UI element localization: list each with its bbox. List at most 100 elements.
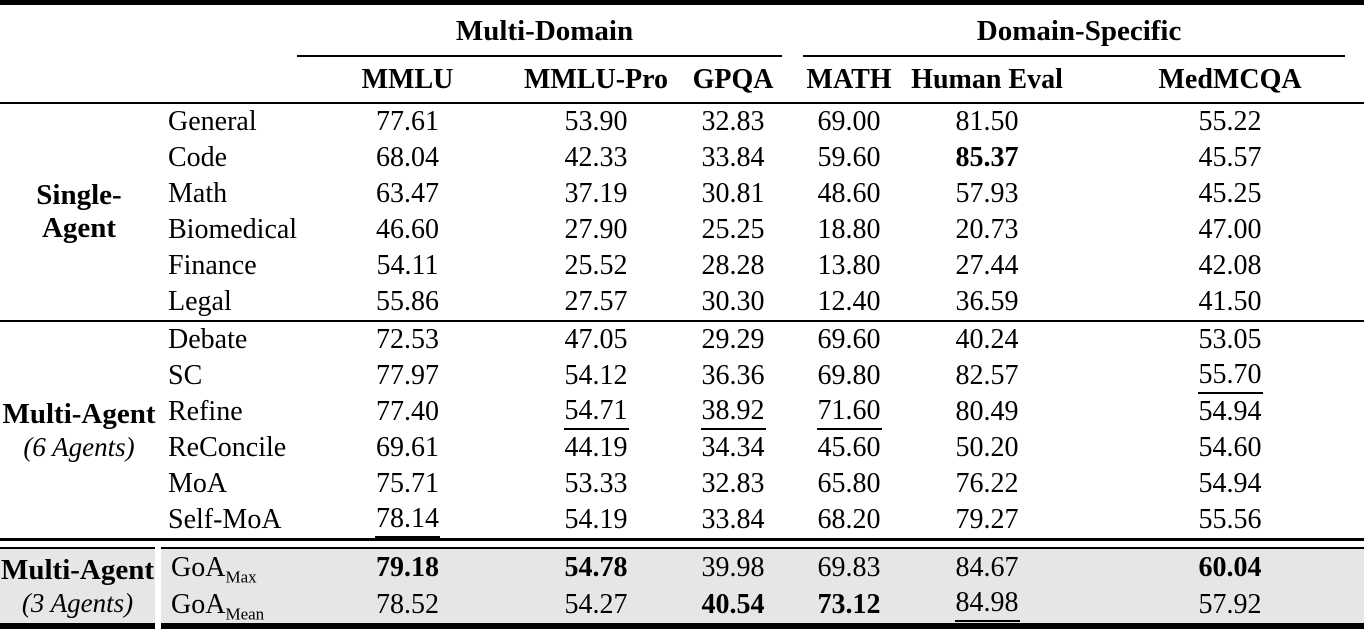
row-group-label-multi-agent-3: Multi-Agent (3 Agents)	[0, 548, 161, 626]
metric-value: 54.94	[1198, 468, 1262, 499]
metric-value: 32.83	[701, 468, 765, 499]
table-row-math: Math 63.47 37.19 30.81 48.60 57.93 45.25	[0, 176, 1364, 212]
method-label: Finance	[168, 250, 257, 281]
metric-value: 30.30	[701, 286, 765, 317]
metric-cell: 53.90	[520, 103, 672, 140]
metric-cell: 77.40	[295, 394, 520, 430]
metric-cell: 47.05	[520, 321, 672, 358]
table-row-self-moa: Self-MoA 78.14 54.19 33.84 68.20 79.27 5…	[0, 502, 1364, 540]
cmidrule	[803, 55, 1346, 57]
method-cell: MoA	[158, 466, 295, 502]
metric-cell: 84.98	[904, 586, 1071, 626]
method-cell: ReConcile	[158, 430, 295, 466]
method-cell: Legal	[158, 284, 295, 321]
metric-cell: 57.93	[904, 176, 1070, 212]
metric-value: 27.44	[955, 250, 1019, 281]
metric-value: 28.28	[701, 250, 765, 281]
metric-cell: 69.00	[794, 103, 904, 140]
cmidrule	[297, 55, 783, 57]
metric-cell: 39.98	[672, 548, 795, 586]
method-cell: GoAMean	[158, 586, 295, 626]
metric-value: 25.52	[564, 250, 628, 281]
table-row-goa-mean: GoAMean 78.52 54.27 40.54 73.12 84.98 57…	[0, 586, 1364, 626]
metric-value: 39.98	[701, 551, 765, 583]
metric-value: 65.80	[817, 468, 881, 499]
metric-value: 63.47	[376, 178, 439, 209]
table-row-refine: Refine 77.40 54.71 38.92 71.60 80.49 54.…	[0, 394, 1364, 430]
metric-value: 69.80	[817, 360, 881, 391]
metric-cell: 13.80	[794, 248, 904, 284]
col-header-mmlu: MMLU	[361, 63, 454, 95]
metric-value: 33.84	[701, 142, 765, 173]
metric-cell: 45.57	[1070, 140, 1364, 176]
metric-cell: 46.60	[295, 212, 520, 248]
metric-value: 82.57	[955, 360, 1019, 391]
method-cell: Code	[158, 140, 295, 176]
metric-value: 81.50	[955, 106, 1019, 137]
metric-value: 77.40	[376, 396, 439, 427]
metric-cell: 69.60	[794, 321, 904, 358]
method-cell: Debate	[158, 321, 295, 358]
method-label: GoA	[171, 588, 226, 620]
table-row-moa: MoA 75.71 53.33 32.83 65.80 76.22 54.94	[0, 466, 1364, 502]
metric-value: 32.83	[701, 106, 765, 137]
single-agent-block: Single-Agent General 77.61 53.90 32.83 6…	[0, 103, 1364, 321]
metric-value: 55.70	[1197, 359, 1263, 394]
method-label: Code	[168, 142, 228, 173]
metric-value: 54.78	[564, 551, 628, 583]
metric-value: 71.60	[816, 395, 882, 430]
table-row-legal: Legal 55.86 27.57 30.30 12.40 36.59 41.5…	[0, 284, 1364, 321]
metric-cell: 47.00	[1070, 212, 1364, 248]
col-header-human-eval: Human Eval	[911, 63, 1063, 95]
metric-cell: 28.28	[672, 248, 794, 284]
metric-cell: 54.11	[295, 248, 520, 284]
metric-value: 29.29	[701, 324, 765, 355]
metric-value: 55.86	[376, 286, 439, 317]
metric-value: 25.25	[701, 214, 765, 245]
metric-cell: 45.60	[794, 430, 904, 466]
metric-value: 27.90	[564, 214, 628, 245]
metric-cell: 37.19	[520, 176, 672, 212]
metric-cell: 12.40	[794, 284, 904, 321]
metric-cell: 48.60	[794, 176, 904, 212]
table-row-sc: SC 77.97 54.12 36.36 69.80 82.57 55.70	[0, 358, 1364, 394]
metric-cell: 68.20	[794, 502, 904, 540]
metric-value: 46.60	[376, 214, 439, 245]
metric-value: 54.19	[564, 504, 628, 535]
metric-value: 45.25	[1198, 178, 1262, 209]
metric-value: 18.80	[817, 214, 881, 245]
metric-value: 20.73	[955, 214, 1019, 245]
metric-cell: 60.04	[1070, 548, 1364, 586]
metric-cell: 36.36	[672, 358, 794, 394]
row-group-label-multi-agent-6: Multi-Agent (6 Agents)	[0, 321, 158, 540]
metric-cell: 18.80	[794, 212, 904, 248]
metric-value: 40.54	[701, 588, 765, 620]
metric-cell: 50.20	[904, 430, 1070, 466]
corner-spacer	[0, 3, 295, 104]
col-header-medmcqa: MedMCQA	[1158, 63, 1302, 95]
metric-value: 44.19	[564, 432, 628, 463]
metric-value: 57.92	[1198, 588, 1262, 620]
metric-value: 36.36	[701, 360, 765, 391]
table-row-reconcile: ReConcile 69.61 44.19 34.34 45.60 50.20 …	[0, 430, 1364, 466]
metric-cell: 54.27	[520, 586, 672, 626]
metric-value: 50.20	[955, 432, 1019, 463]
metric-cell: 53.05	[1070, 321, 1364, 358]
metric-value: 47.05	[564, 324, 628, 355]
metric-cell: 69.83	[794, 548, 905, 586]
method-label: Refine	[168, 396, 243, 427]
column-group-label: Multi-Domain	[455, 15, 634, 47]
metric-cell: 75.71	[295, 466, 520, 502]
method-label: ReConcile	[168, 432, 287, 463]
metric-value: 54.71	[563, 395, 629, 430]
table-row-debate: Multi-Agent (6 Agents) Debate 72.53 47.0…	[0, 321, 1364, 462]
metric-value: 40.24	[955, 324, 1019, 355]
metric-cell: 78.52	[295, 586, 520, 626]
metric-cell: 29.29	[672, 321, 794, 358]
method-subscript: Max	[225, 567, 257, 587]
group-name: Single-Agent	[36, 179, 122, 244]
metric-cell: 54.12	[520, 358, 672, 394]
metric-cell: 77.61	[295, 103, 520, 140]
metric-value: 78.52	[376, 588, 439, 620]
